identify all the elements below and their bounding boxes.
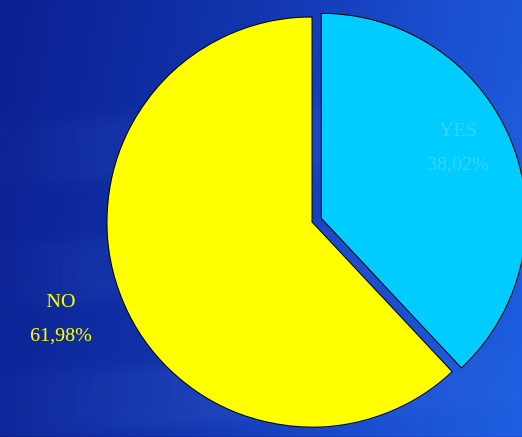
slice-value-yes: 38,02% xyxy=(427,153,489,175)
slice-label-yes: YES xyxy=(439,119,477,141)
pie-labels: YES 38,02% NO 61,98% xyxy=(30,119,489,346)
slice-label-no: NO xyxy=(47,290,76,312)
pie-slice-yes xyxy=(320,12,522,369)
pie-slice-no xyxy=(106,16,453,428)
slice-value-no: 61,98% xyxy=(30,324,92,346)
pie-slices xyxy=(106,12,522,428)
